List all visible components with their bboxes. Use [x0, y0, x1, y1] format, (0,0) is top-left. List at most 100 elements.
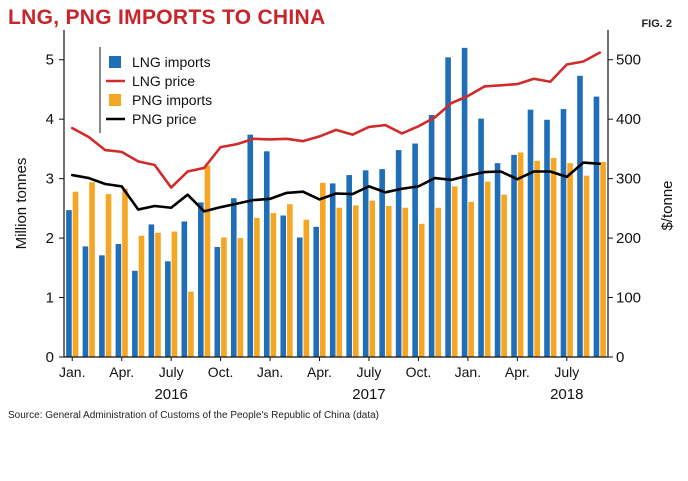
right-tick-label: 0	[616, 349, 624, 366]
left-tick-label: 3	[46, 171, 54, 188]
price-lines	[70, 51, 602, 213]
png-import-bar	[435, 207, 442, 357]
lng-import-bar	[461, 47, 468, 357]
right-tick-label: 500	[616, 52, 641, 69]
lng-import-bar	[379, 169, 385, 357]
lng-import-bar	[165, 261, 171, 357]
lng-import-bar	[181, 221, 188, 357]
png-import-bar	[122, 188, 128, 357]
png-import-bar	[550, 157, 557, 357]
lng-import-bar	[99, 255, 105, 357]
png-import-bar	[237, 238, 244, 357]
png-import-bar	[534, 160, 540, 357]
figure-label: FIG. 2	[641, 18, 672, 30]
png-import-bar	[501, 194, 507, 357]
legend-swatch	[109, 56, 121, 68]
legend-swatch	[109, 94, 121, 106]
png-import-bar	[204, 165, 211, 357]
left-tick-label: 4	[46, 111, 54, 128]
png-import-bar	[567, 163, 573, 357]
png-import-bar	[336, 207, 343, 357]
lng-import-bar	[544, 119, 550, 357]
png-import-bar	[369, 200, 376, 357]
legend-label: LNG imports	[132, 54, 211, 70]
legend-label: PNG imports	[132, 92, 212, 108]
png-import-bar	[303, 219, 310, 357]
legend-label: PNG price	[132, 111, 197, 127]
x-tick-label: Apr.	[109, 364, 134, 380]
png-import-bar	[221, 237, 227, 357]
lng-import-bar	[593, 96, 600, 358]
png-import-bar	[418, 223, 425, 357]
png-import-bar	[583, 175, 590, 357]
png-import-bar	[517, 152, 524, 357]
png-import-bar	[287, 204, 293, 357]
png-import-bar	[270, 213, 277, 357]
lng-import-bar	[66, 210, 72, 357]
x-tick-label: July	[357, 364, 382, 380]
x-tick-label: July	[159, 364, 184, 380]
lng-import-bar	[280, 215, 287, 357]
png-import-bar	[468, 201, 474, 357]
x-year-label: 2018	[550, 386, 583, 403]
lng-import-bar	[478, 118, 484, 357]
left-tick-label: 0	[46, 349, 54, 366]
png-import-bar	[484, 181, 491, 357]
lng-import-bar	[313, 226, 320, 357]
x-tick-label: Oct.	[208, 364, 234, 380]
left-tick-label: 2	[46, 230, 54, 247]
x-tick-label: Apr.	[505, 364, 530, 380]
x-tick-label: Jan.	[455, 364, 481, 380]
lng-import-bar	[412, 143, 418, 357]
png-import-bar	[105, 194, 112, 357]
legend: LNG imports LNG price PNG imports PNG price	[99, 47, 222, 133]
x-tick-label: Oct.	[406, 364, 432, 380]
y-axis-title-left: Million tonnes	[13, 158, 30, 250]
lng-import-bar	[198, 202, 204, 357]
png-import-bar	[171, 231, 178, 357]
lng-import-bar	[346, 175, 352, 357]
x-tick-label: Apr.	[307, 364, 332, 380]
left-tick-label: 5	[46, 52, 54, 69]
lng-price-line	[70, 51, 602, 189]
lng-import-bar	[148, 224, 155, 357]
png-import-bar	[451, 186, 458, 357]
png-import-bars	[72, 152, 606, 357]
x-tick-label: Jan.	[257, 364, 283, 380]
lng-import-bar	[445, 57, 451, 357]
lng-import-bar	[82, 246, 89, 357]
y-axis-title-right: $/tonne	[659, 180, 676, 230]
lng-import-bar	[115, 244, 122, 357]
lng-import-bar	[230, 198, 237, 357]
png-import-bar	[320, 182, 326, 357]
png-import-bar	[254, 217, 260, 357]
lng-import-bar	[132, 270, 138, 357]
lng-import-bar	[395, 150, 402, 357]
axes: 0 1 2 3 4 5 0 100 200 300 400 500 Million tonnes $/to…	[13, 30, 676, 403]
lng-import-bar	[511, 154, 517, 357]
lng-import-bar	[296, 237, 303, 357]
png-import-bar	[402, 207, 409, 357]
png-import-bar	[72, 191, 79, 357]
lng-import-bar	[329, 183, 336, 357]
png-import-bar	[352, 205, 359, 357]
x-tick-label: Jan.	[59, 364, 85, 380]
x-tick-label: July	[554, 364, 579, 380]
lng-import-bar	[428, 115, 435, 358]
png-import-bar	[138, 235, 145, 357]
lng-import-bar	[577, 75, 583, 357]
chart-title: LNG, PNG IMPORTS TO CHINA	[8, 6, 326, 29]
lng-import-bar	[494, 163, 501, 357]
lng-import-bar	[527, 109, 534, 357]
legend-label: LNG price	[132, 73, 195, 89]
lng-import-bar	[362, 170, 369, 357]
png-import-bar	[600, 161, 606, 357]
png-import-bar	[188, 291, 194, 357]
lng-import-bar	[214, 247, 221, 357]
right-tick-label: 300	[616, 171, 641, 188]
x-year-label: 2016	[154, 386, 187, 403]
png-import-bar	[385, 205, 392, 357]
right-tick-label: 200	[616, 230, 641, 247]
png-price-line	[70, 161, 602, 213]
